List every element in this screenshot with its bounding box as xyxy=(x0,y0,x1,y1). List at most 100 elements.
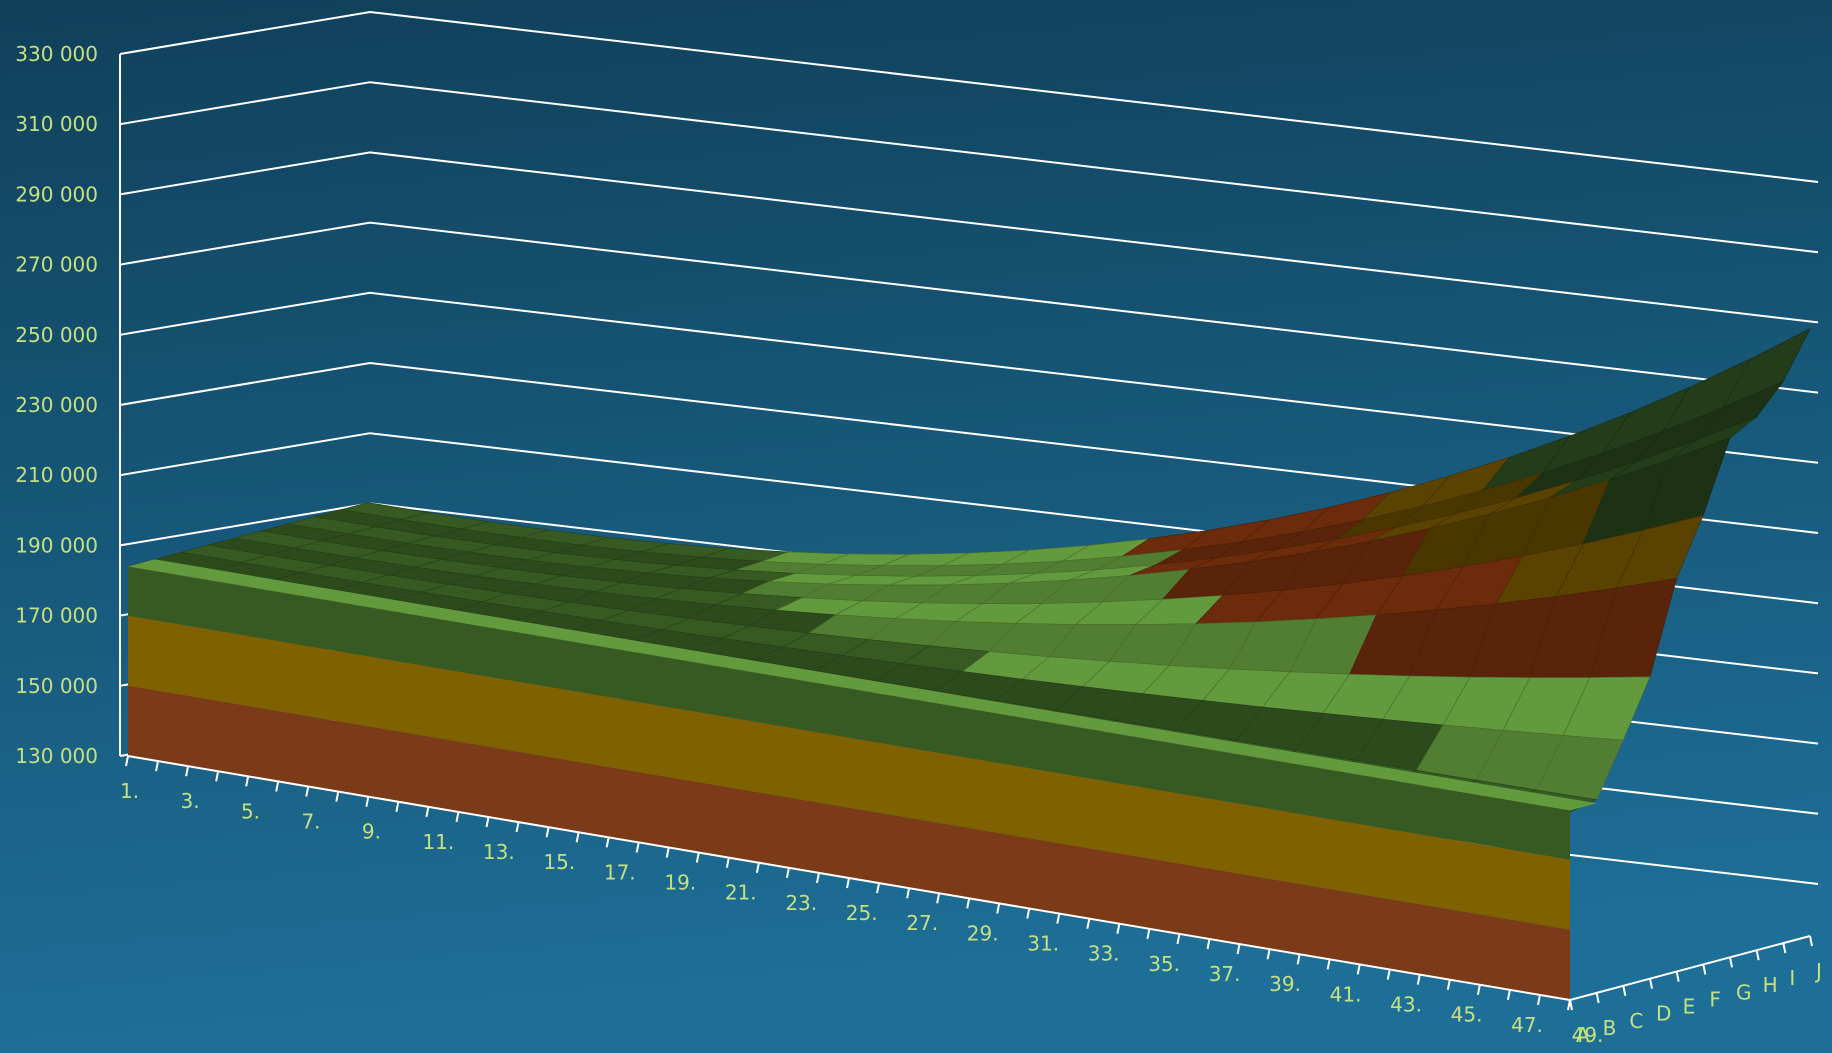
y-tick-label: 130 000 xyxy=(15,744,98,768)
x-tick-label: 31. xyxy=(1027,932,1059,956)
x-tick xyxy=(1386,969,1391,980)
x-tick xyxy=(275,781,280,792)
x-tick-label: 33. xyxy=(1088,942,1120,966)
y-tick-label: 330 000 xyxy=(15,42,98,66)
x-tick xyxy=(635,842,640,853)
x-tick xyxy=(515,821,520,833)
y-tick-label: 310 000 xyxy=(15,112,98,136)
x-tick-label: 27. xyxy=(906,911,938,935)
x-tick-label: 9. xyxy=(362,820,381,844)
x-tick-label: 43. xyxy=(1390,993,1422,1017)
x-tick xyxy=(245,776,250,787)
x-tick xyxy=(1026,908,1031,919)
z-tick-label: C xyxy=(1629,1009,1643,1033)
x-tick xyxy=(155,760,160,772)
x-tick xyxy=(305,786,310,797)
grid-line-8 xyxy=(119,151,1819,324)
x-tick xyxy=(665,847,670,858)
surface xyxy=(127,328,1811,813)
x-tick xyxy=(395,801,400,812)
grid-line-9 xyxy=(119,81,1819,254)
axes xyxy=(119,54,1813,1011)
x-tick-label: 5. xyxy=(241,799,260,823)
x-tick xyxy=(1146,928,1151,940)
x-tick xyxy=(1266,948,1271,960)
x-tick xyxy=(1506,989,1511,1001)
x-tick xyxy=(785,867,790,879)
x-tick xyxy=(1116,923,1121,934)
y-tick-label: 270 000 xyxy=(15,253,98,277)
x-tick xyxy=(1536,994,1541,1006)
x-tick-label: 3. xyxy=(180,789,199,813)
x-tick xyxy=(335,791,340,802)
front-face-band-1 xyxy=(128,615,1570,930)
z-tick xyxy=(1782,942,1787,954)
x-tick xyxy=(545,826,550,838)
front-series xyxy=(128,559,1597,1000)
x-tick-label: 41. xyxy=(1330,982,1362,1006)
x-tick xyxy=(966,898,971,909)
y-tick-label: 290 000 xyxy=(15,182,98,206)
z-tick xyxy=(1755,950,1760,961)
x-tick-label: 13. xyxy=(483,840,515,864)
x-tick xyxy=(906,887,911,899)
x-tick xyxy=(936,893,941,904)
x-tick xyxy=(425,806,430,818)
z-tick-label: D xyxy=(1656,1002,1671,1026)
x-tick xyxy=(215,771,220,782)
z-tick-label: H xyxy=(1763,973,1778,997)
y-tick-label: 170 000 xyxy=(15,604,98,628)
x-tick-label: 15. xyxy=(543,850,575,874)
x-tick xyxy=(755,862,760,873)
x-tick xyxy=(455,811,460,823)
x-tick-label: 37. xyxy=(1209,962,1241,986)
x-tick xyxy=(695,852,700,863)
z-tick-label: E xyxy=(1683,995,1696,1019)
x-tick-label: 23. xyxy=(785,891,817,915)
x-tick xyxy=(605,837,610,848)
x-tick-label: 25. xyxy=(846,901,878,925)
y-tick-label: 250 000 xyxy=(15,323,98,347)
x-tick xyxy=(725,857,730,868)
x-tick-label: 21. xyxy=(725,881,757,905)
x-tick xyxy=(1416,974,1421,985)
x-tick xyxy=(846,877,850,889)
x-tick xyxy=(1476,984,1481,995)
x-tick xyxy=(876,882,881,894)
z-tick-label: F xyxy=(1709,987,1721,1011)
z-tick-label: J xyxy=(1814,959,1822,983)
x-tick xyxy=(1056,913,1061,924)
z-tick-label: A xyxy=(1576,1023,1590,1047)
z-tick-label: G xyxy=(1736,980,1752,1004)
grid-line-7 xyxy=(119,221,1819,394)
x-tick-label: 19. xyxy=(664,871,696,895)
z-tick-label: I xyxy=(1789,966,1795,990)
z-axis-line xyxy=(1569,935,1811,1001)
z-tick-label: B xyxy=(1603,1016,1617,1040)
y-tick-label: 210 000 xyxy=(15,463,98,487)
front-face-band-0 xyxy=(128,685,1570,1000)
z-tick xyxy=(1622,985,1627,996)
x-tick xyxy=(365,796,370,807)
x-tick xyxy=(1086,918,1091,929)
front-top-face xyxy=(128,559,1597,811)
grid-line-10 xyxy=(119,10,1819,183)
x-tick-label: 49. xyxy=(1572,1023,1604,1047)
x-tick xyxy=(1176,933,1181,945)
y-tick-label: 190 000 xyxy=(15,533,98,557)
z-tick xyxy=(1649,978,1653,989)
x-tick-label: 7. xyxy=(301,810,320,834)
x-tick xyxy=(125,755,129,767)
x-tick xyxy=(1326,959,1331,970)
grid-line-6 xyxy=(119,291,1819,464)
x-tick xyxy=(1236,943,1241,955)
grid-line-5 xyxy=(119,361,1819,534)
x-tick-label: 45. xyxy=(1451,1003,1483,1027)
x-tick xyxy=(1206,938,1211,950)
z-tick xyxy=(1569,999,1573,1011)
x-tick-label: 35. xyxy=(1148,952,1180,976)
x-tick xyxy=(996,903,1001,914)
z-tick xyxy=(1595,992,1600,1004)
x-tick-label: 39. xyxy=(1269,972,1301,996)
